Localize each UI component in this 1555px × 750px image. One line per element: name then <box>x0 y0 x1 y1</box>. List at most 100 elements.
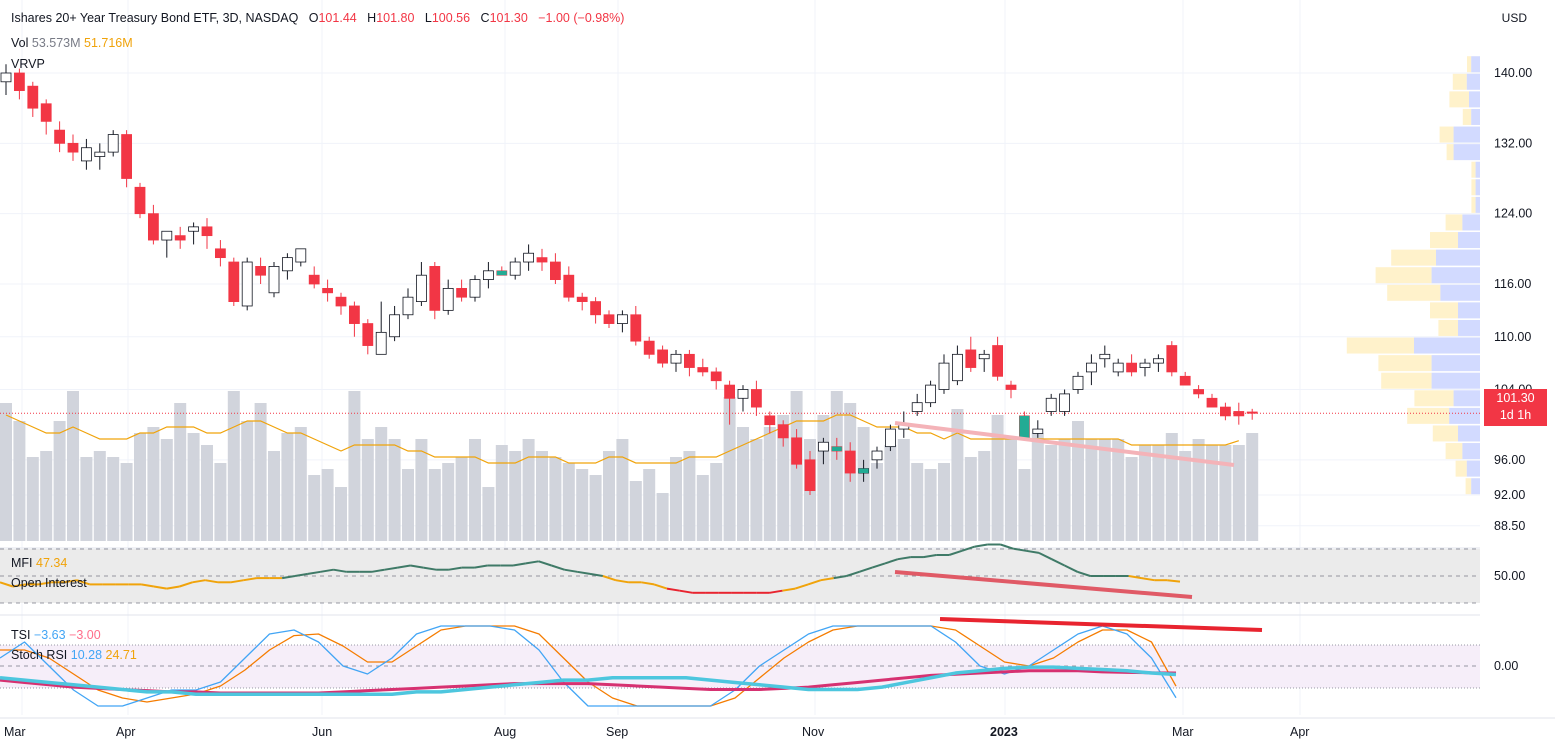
volume-bar <box>522 439 535 541</box>
volume-bar <box>830 391 843 541</box>
volume-profile-up-bar <box>1466 460 1480 477</box>
candle <box>1220 402 1231 421</box>
vrvp-legend[interactable]: VRVP <box>11 57 45 71</box>
open-interest-label: Open Interest <box>11 576 87 590</box>
mfi-line-segment <box>230 579 244 584</box>
volume-bar <box>107 457 120 541</box>
candles <box>0 64 1258 495</box>
volume-bar <box>147 427 160 541</box>
candle-body <box>1005 384 1017 390</box>
symbol-title: Ishares 20+ Year Treasury Bond ETF, 3D, … <box>11 11 299 25</box>
candle <box>1072 371 1084 394</box>
candle <box>308 266 320 289</box>
candle-body <box>67 142 79 153</box>
tsi-legend[interactable]: TSI −3.63 −3.00 <box>11 628 101 642</box>
volume-bar <box>964 457 977 541</box>
candle-body <box>925 384 936 404</box>
candle <box>1126 354 1137 377</box>
candle <box>630 305 642 346</box>
volume-bar <box>938 463 950 541</box>
volume-profile-up-bar <box>1458 232 1480 249</box>
candle-body <box>375 331 387 355</box>
time-tick-label: 2023 <box>990 725 1018 739</box>
mfi-line-segment <box>884 558 899 565</box>
volume-bar <box>777 415 790 541</box>
candle-body <box>322 287 334 294</box>
candle <box>1166 341 1178 377</box>
candle-body <box>764 415 776 426</box>
candle-body <box>791 437 802 465</box>
volume-bar <box>482 487 495 541</box>
volume-bar <box>1192 439 1205 541</box>
candle <box>1206 393 1218 408</box>
candle-body <box>188 226 200 232</box>
mfi-line-segment <box>846 570 860 577</box>
mfi-line-segment <box>1167 579 1181 583</box>
volume-bar <box>361 439 374 541</box>
candle <box>550 253 561 284</box>
volume-profile <box>1346 56 1480 495</box>
volume-bar <box>1125 457 1138 541</box>
volume-bar <box>897 439 910 541</box>
volume-bar <box>1112 439 1125 541</box>
time-tick-label: Mar <box>1172 725 1194 739</box>
candle-body <box>1153 358 1164 364</box>
volume-profile-down-bar <box>1465 478 1472 495</box>
volume-profile-up-bar <box>1466 73 1480 90</box>
candle-body <box>415 274 427 302</box>
candle-body <box>1099 353 1111 360</box>
price-tick-label: 96.00 <box>1494 453 1525 467</box>
low-value: 100.56 <box>431 11 471 25</box>
currency-label[interactable]: USD <box>1501 11 1527 25</box>
candle-body <box>94 151 106 157</box>
volume-bar <box>442 463 455 541</box>
mfi-legend[interactable]: MFI 47.34 <box>11 556 67 570</box>
mfi-line-segment <box>589 572 603 577</box>
volume-bar <box>26 457 39 541</box>
tsi-signal-line <box>0 669 1177 695</box>
mfi-line-segment <box>1038 552 1053 561</box>
volume-profile-up-bar <box>1414 337 1480 354</box>
mfi-line-segment <box>474 564 488 569</box>
candle-body <box>911 402 923 412</box>
stoch-rsi-legend[interactable]: Stoch RSI 10.28 24.71 <box>11 648 137 662</box>
candle-body <box>536 257 548 263</box>
candle-body <box>1220 406 1231 417</box>
candle <box>818 437 829 465</box>
volume-bar <box>1098 439 1111 541</box>
mfi-line-segment <box>564 568 578 573</box>
volume-bar <box>884 445 897 541</box>
candle <box>281 253 293 280</box>
volume-bar <box>495 445 508 541</box>
volume-bar <box>134 433 146 541</box>
candle-body <box>563 274 575 298</box>
candle-body <box>1112 362 1124 373</box>
candle-body <box>442 287 454 311</box>
candle <box>885 424 896 452</box>
last-price-value: 101.30 <box>1496 391 1535 405</box>
volume-bar <box>750 439 763 541</box>
volume-bar <box>1179 451 1192 541</box>
open-interest-legend[interactable]: Open Interest <box>11 576 87 590</box>
mfi-line-segment <box>577 570 591 575</box>
candle-body <box>1246 411 1258 414</box>
candle <box>389 305 401 342</box>
volume-profile-up-bar <box>1431 372 1480 389</box>
volume-bar <box>951 409 964 541</box>
tsi-line <box>0 665 1177 696</box>
candle-body <box>335 296 347 307</box>
candle <box>1086 354 1097 386</box>
candle-body <box>147 213 159 241</box>
volume-bar <box>1246 433 1259 541</box>
candle <box>1139 358 1151 377</box>
volume-profile-up-bar <box>1462 214 1480 231</box>
candle <box>241 257 253 311</box>
volume-bar <box>576 469 589 541</box>
volume-legend[interactable]: Vol 53.573M 51.716M <box>11 36 133 50</box>
mfi-line-segment <box>641 581 655 586</box>
candle-body <box>27 85 39 109</box>
volume-bar <box>1219 445 1232 541</box>
volume-bar <box>1045 445 1058 541</box>
candle <box>563 266 575 302</box>
